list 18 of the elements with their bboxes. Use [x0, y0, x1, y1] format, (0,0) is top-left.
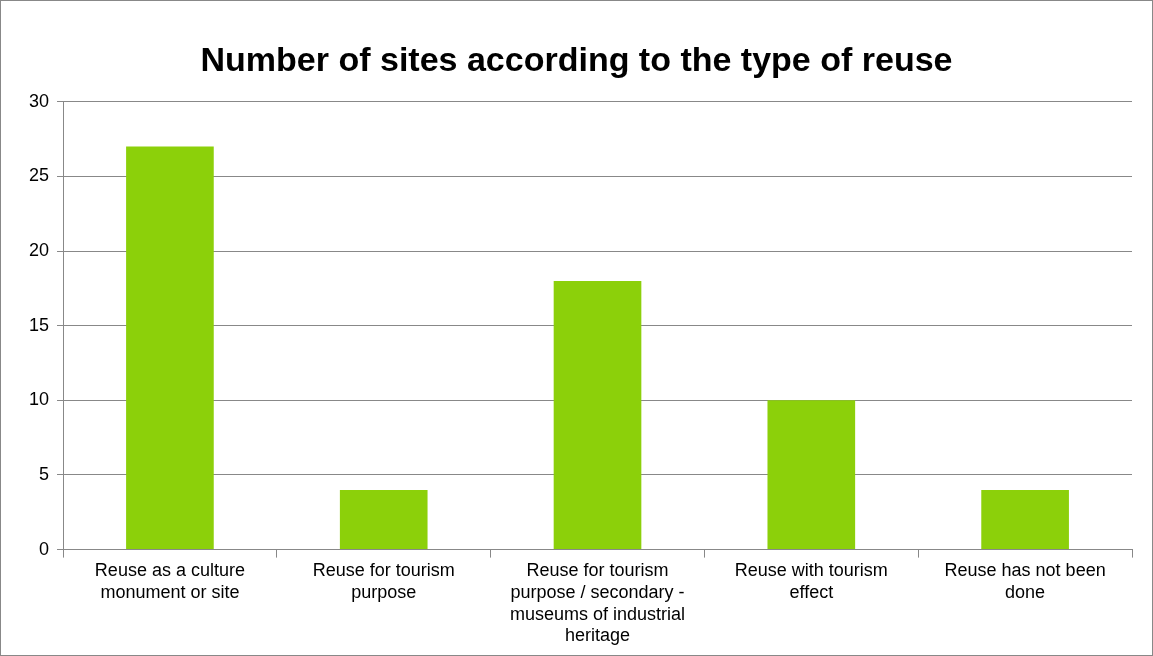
x-tick-label: Reuse as a culture monument or site [94, 560, 245, 602]
chart-title: Number of sites according to the type of reuse [200, 39, 953, 78]
y-tick-label: 0 [39, 538, 50, 559]
y-tick-label: 20 [28, 240, 50, 261]
bar [981, 489, 1069, 550]
x-tick-label: Reuse with tourism effect [734, 560, 888, 602]
bar [126, 146, 214, 550]
x-tick-label: Reuse for tourism purpose / secondary - museums of industrial heritage [509, 560, 686, 646]
bar [553, 280, 642, 550]
y-tick-label: 10 [28, 389, 50, 410]
x-tick-label: Reuse has not been done [944, 560, 1106, 602]
y-tick-label: 15 [28, 314, 50, 335]
bar [767, 400, 856, 550]
x-tick-label: Reuse for tourism purpose [312, 560, 455, 602]
y-tick-label: 5 [39, 463, 50, 484]
y-tick-label: 25 [28, 165, 50, 186]
bar [339, 489, 428, 550]
y-tick-label: 30 [28, 90, 50, 111]
